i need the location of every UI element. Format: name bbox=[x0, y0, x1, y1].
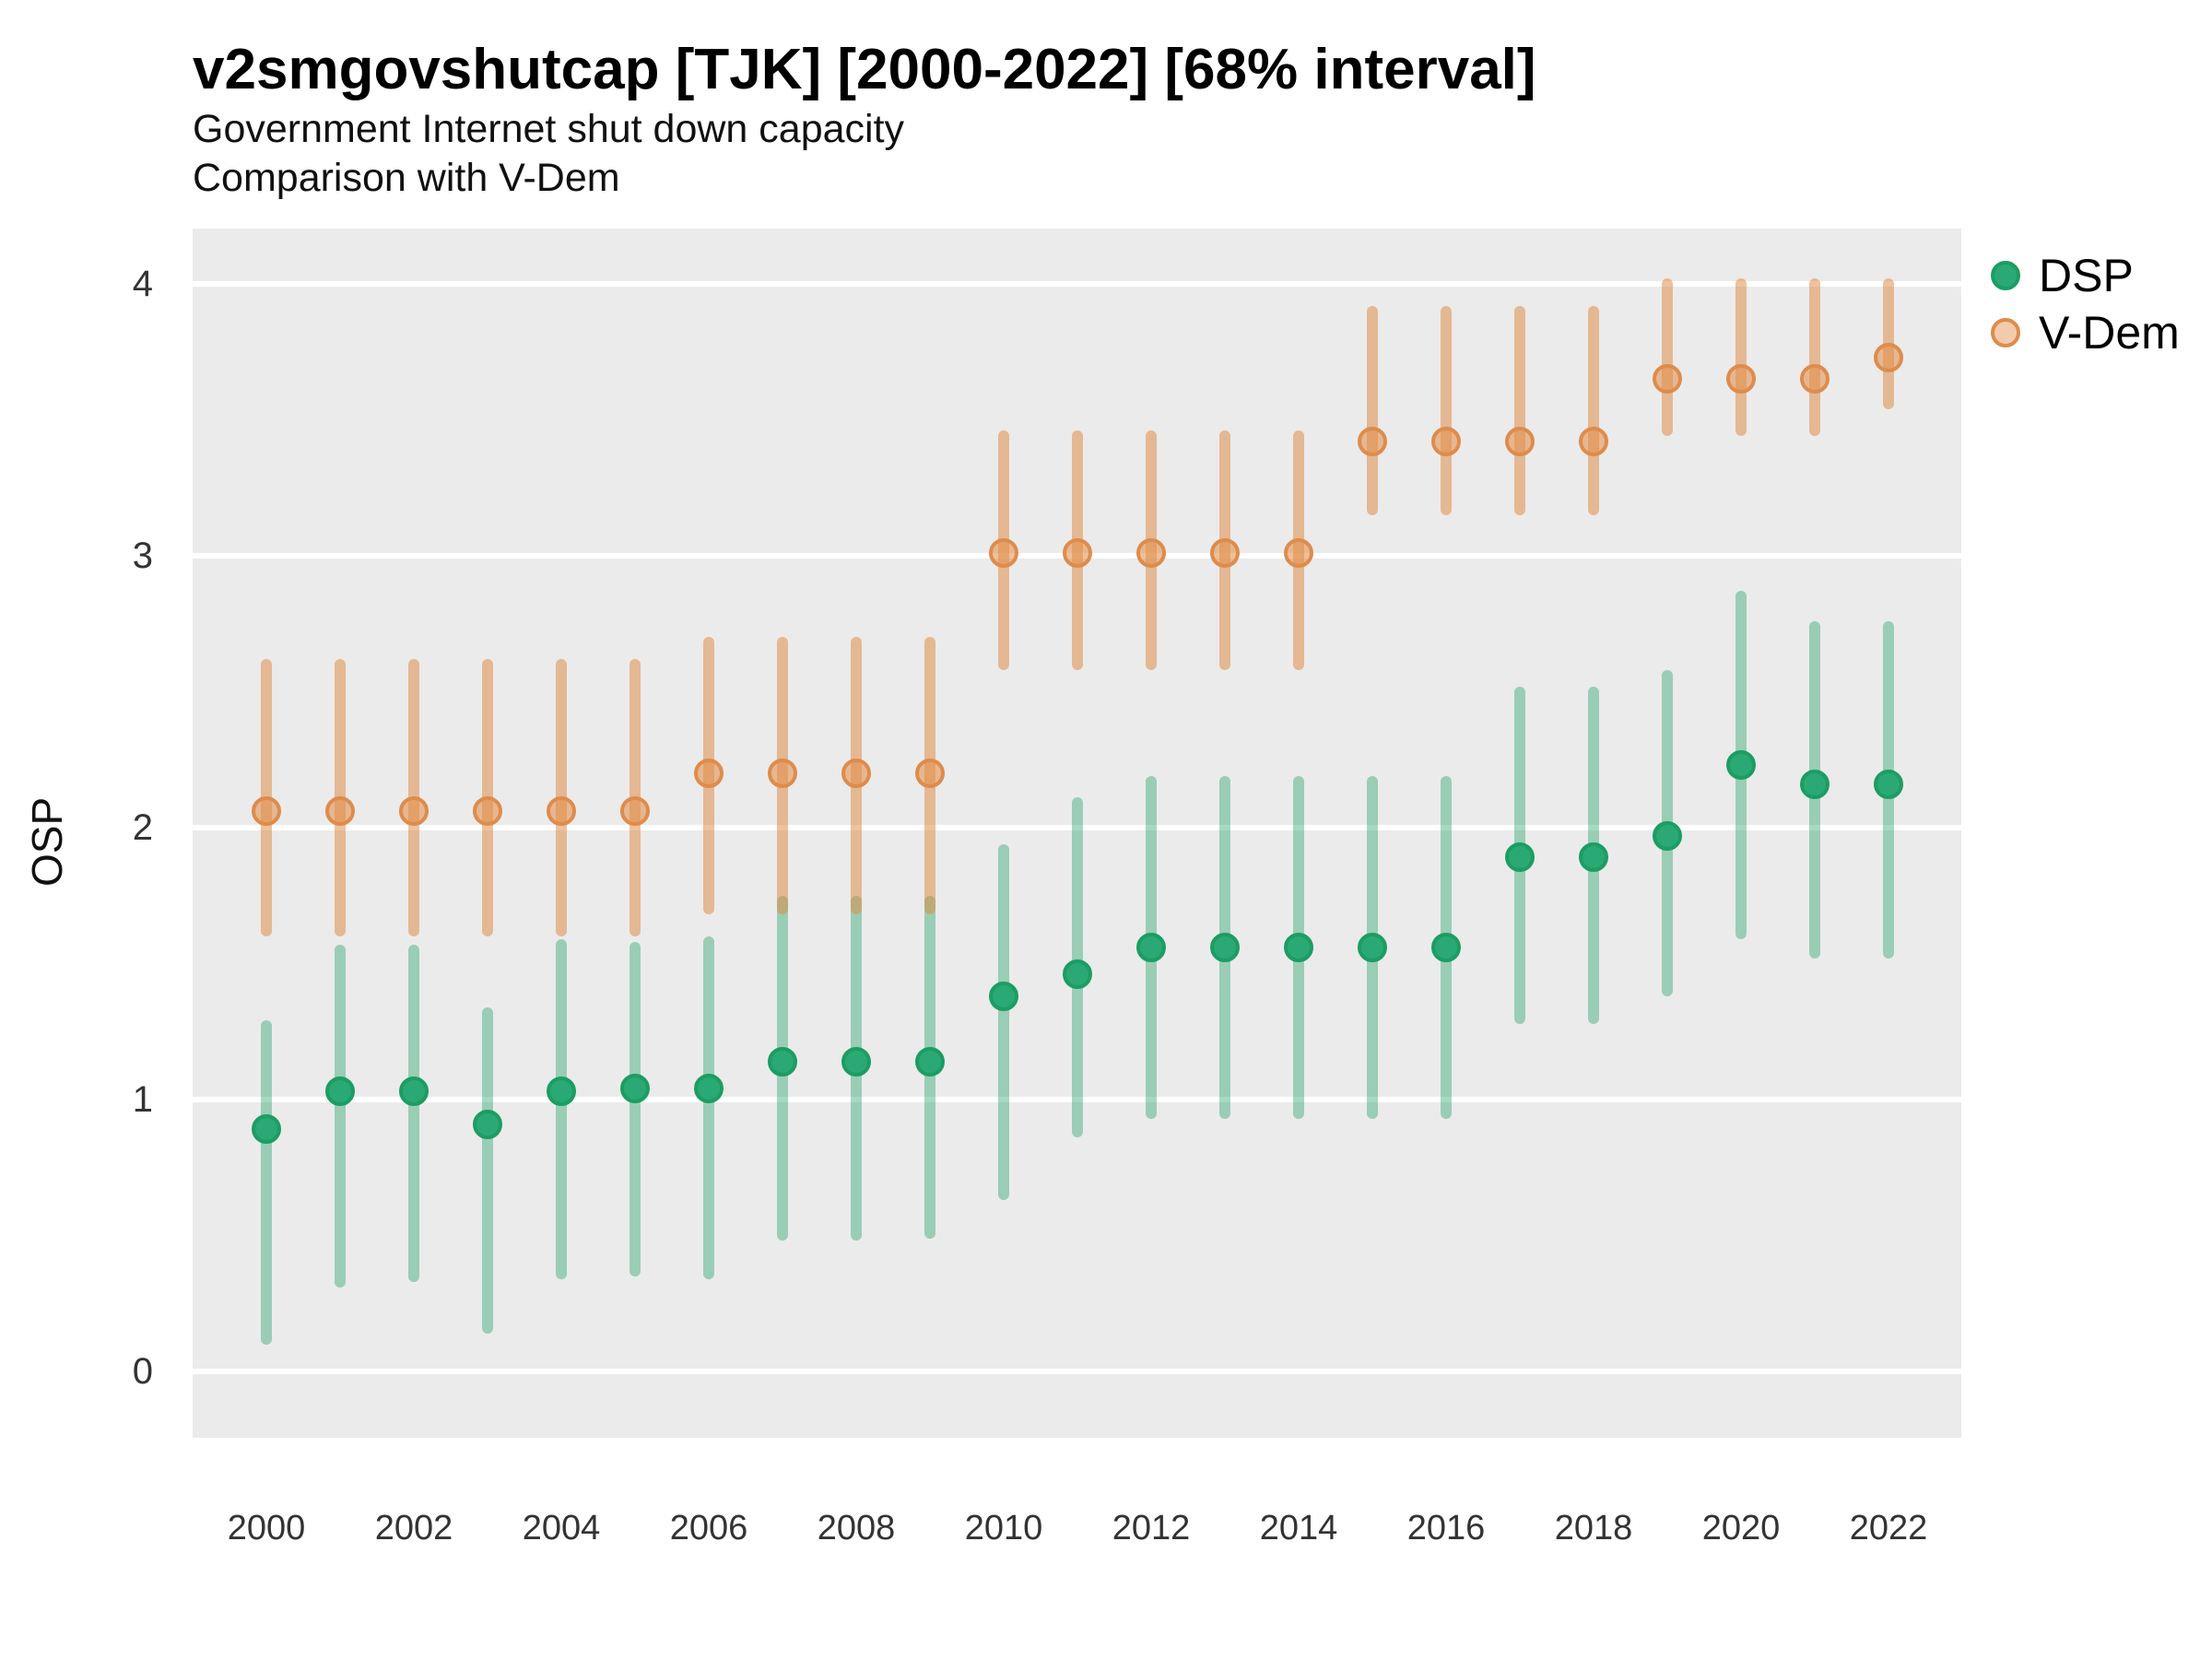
v-dem-data-point bbox=[989, 538, 1018, 569]
v-dem-data-point bbox=[1358, 427, 1387, 457]
dsp-data-point bbox=[620, 1074, 650, 1104]
dsp-data-point bbox=[1579, 842, 1608, 873]
v-dem-data-point bbox=[1874, 342, 1903, 372]
gridline-y-4 bbox=[193, 281, 1961, 287]
v-dem-interval-bar bbox=[1735, 278, 1747, 437]
v-dem-data-point bbox=[1653, 364, 1682, 394]
dsp-interval-bar bbox=[261, 1020, 272, 1345]
dsp-data-point bbox=[768, 1046, 797, 1077]
dsp-interval-bar bbox=[629, 941, 641, 1277]
dsp-data-point bbox=[1358, 932, 1387, 962]
dsp-data-point bbox=[1284, 932, 1313, 962]
x-tick-label-2010: 2010 bbox=[964, 1509, 1043, 1547]
dsp-data-point bbox=[1726, 750, 1756, 781]
dsp-data-point bbox=[1210, 932, 1240, 962]
dsp-data-point bbox=[399, 1077, 429, 1107]
y-tick-label-4: 4 bbox=[132, 264, 153, 304]
v-dem-data-point bbox=[473, 796, 502, 827]
v-dem-data-point bbox=[1579, 427, 1608, 457]
legend: DSP V-Dem bbox=[1991, 250, 2180, 359]
v-dem-data-point bbox=[399, 796, 429, 827]
chart-subtitle-line1: Government Internet shut down capacity bbox=[193, 107, 905, 151]
legend-label: V-Dem bbox=[2039, 307, 2180, 359]
gridline-y-0 bbox=[193, 1369, 1961, 1374]
v-dem-data-point bbox=[1284, 538, 1313, 569]
dsp-interval-bar bbox=[998, 843, 1009, 1201]
v-dem-interval-bar bbox=[1588, 305, 1599, 515]
plot-panel bbox=[193, 229, 1961, 1438]
v-dem-data-point bbox=[768, 759, 797, 788]
v-dem-data-point bbox=[694, 759, 724, 788]
gridline-y-2 bbox=[193, 825, 1961, 830]
dsp-interval-bar bbox=[556, 938, 567, 1279]
dsp-interval-bar bbox=[703, 935, 714, 1279]
dsp-interval-bar bbox=[482, 1006, 493, 1334]
y-tick-label-0: 0 bbox=[132, 1351, 153, 1392]
v-dem-interval-bar bbox=[1514, 305, 1525, 515]
x-tick-label-2016: 2016 bbox=[1406, 1509, 1486, 1547]
dsp-data-point bbox=[1063, 959, 1092, 990]
v-dem-interval-bar bbox=[1367, 305, 1378, 515]
dsp-data-point bbox=[841, 1046, 871, 1077]
x-tick-label-2012: 2012 bbox=[1112, 1509, 1191, 1547]
dsp-data-point bbox=[915, 1046, 945, 1077]
dsp-data-point bbox=[1505, 842, 1535, 873]
v-dem-data-point bbox=[841, 759, 871, 788]
v-dem-interval-bar bbox=[1441, 305, 1452, 515]
dsp-data-point bbox=[252, 1114, 281, 1145]
chart-title: v2smgovshutcap [TJK] [2000-2022] [68% in… bbox=[193, 38, 1536, 101]
y-tick-label-1: 1 bbox=[132, 1079, 153, 1120]
dsp-data-point bbox=[989, 981, 1018, 1011]
dsp-interval-bar bbox=[408, 944, 419, 1282]
x-tick-label-2006: 2006 bbox=[669, 1509, 748, 1547]
gridline-y-1 bbox=[193, 1097, 1961, 1102]
v-dem-data-point bbox=[1063, 538, 1092, 569]
dsp-data-point bbox=[547, 1077, 576, 1107]
v-dem-data-point bbox=[325, 796, 355, 827]
v-dem-data-point bbox=[1505, 427, 1535, 457]
x-tick-label-2002: 2002 bbox=[374, 1509, 453, 1547]
chart-subtitle-line2: Comparison with V-Dem bbox=[193, 156, 620, 200]
x-tick-label-2022: 2022 bbox=[1849, 1509, 1928, 1547]
x-tick-label-2004: 2004 bbox=[522, 1509, 601, 1547]
v-dem-data-point bbox=[1726, 364, 1756, 394]
dsp-interval-bar bbox=[335, 944, 346, 1288]
dsp-data-point bbox=[1136, 932, 1166, 962]
v-dem-interval-bar bbox=[1662, 278, 1673, 437]
v-dem-data-point bbox=[1431, 427, 1461, 457]
dsp-legend-marker-icon bbox=[1991, 261, 2020, 290]
x-tick-label-2008: 2008 bbox=[817, 1509, 896, 1547]
vdem-legend-marker-icon bbox=[1991, 318, 2020, 347]
dsp-data-point bbox=[1653, 820, 1682, 851]
dsp-data-point bbox=[325, 1077, 355, 1107]
x-tick-label-2020: 2020 bbox=[1701, 1509, 1781, 1547]
dsp-data-point bbox=[1800, 769, 1830, 799]
v-dem-data-point bbox=[1136, 538, 1166, 569]
legend-item-dsp: DSP bbox=[1991, 250, 2180, 301]
legend-item-vdem: V-Dem bbox=[1991, 307, 2180, 359]
v-dem-data-point bbox=[252, 796, 281, 827]
dsp-data-point bbox=[1431, 932, 1461, 962]
legend-label: DSP bbox=[2039, 250, 2134, 301]
dsp-data-point bbox=[694, 1074, 724, 1104]
v-dem-data-point bbox=[620, 796, 650, 827]
x-tick-label-2000: 2000 bbox=[227, 1509, 306, 1547]
dsp-data-point bbox=[473, 1109, 502, 1139]
dsp-data-point bbox=[1874, 769, 1903, 799]
v-dem-data-point bbox=[547, 796, 576, 827]
y-tick-label-2: 2 bbox=[132, 807, 153, 848]
x-tick-label-2018: 2018 bbox=[1554, 1509, 1633, 1547]
v-dem-data-point bbox=[1800, 364, 1830, 394]
y-tick-label-3: 3 bbox=[132, 535, 153, 576]
v-dem-data-point bbox=[915, 759, 945, 788]
x-tick-label-2014: 2014 bbox=[1259, 1509, 1338, 1547]
v-dem-interval-bar bbox=[1809, 278, 1820, 437]
v-dem-data-point bbox=[1210, 538, 1240, 569]
